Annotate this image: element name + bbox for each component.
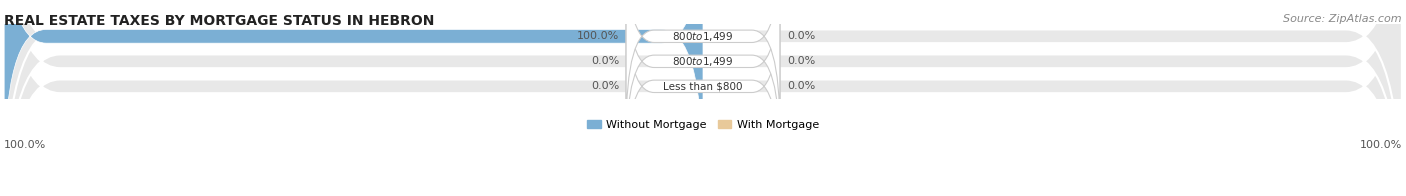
FancyBboxPatch shape [626,0,780,180]
Legend: Without Mortgage, With Mortgage: Without Mortgage, With Mortgage [582,116,824,134]
Text: 100.0%: 100.0% [4,140,46,150]
Text: 100.0%: 100.0% [1360,140,1402,150]
FancyBboxPatch shape [4,0,1402,196]
Text: 0.0%: 0.0% [591,56,619,66]
Text: $800 to $1,499: $800 to $1,499 [672,55,734,68]
Text: $800 to $1,499: $800 to $1,499 [672,30,734,43]
FancyBboxPatch shape [4,0,703,180]
FancyBboxPatch shape [626,0,780,155]
Text: REAL ESTATE TAXES BY MORTGAGE STATUS IN HEBRON: REAL ESTATE TAXES BY MORTGAGE STATUS IN … [4,14,434,28]
Text: 0.0%: 0.0% [787,31,815,41]
Text: 0.0%: 0.0% [787,56,815,66]
Text: 100.0%: 100.0% [576,31,619,41]
FancyBboxPatch shape [4,0,1402,196]
FancyBboxPatch shape [4,0,1402,196]
Text: 0.0%: 0.0% [591,81,619,91]
FancyBboxPatch shape [626,0,780,130]
Text: Less than $800: Less than $800 [664,81,742,91]
Text: Source: ZipAtlas.com: Source: ZipAtlas.com [1284,14,1402,24]
Text: 0.0%: 0.0% [787,81,815,91]
